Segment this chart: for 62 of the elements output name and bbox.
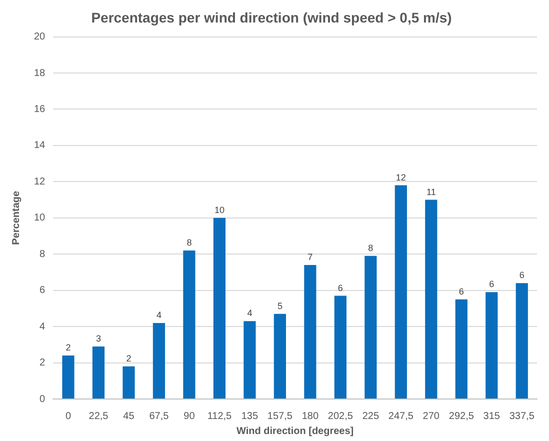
bar bbox=[213, 218, 226, 398]
x-tick-label: 270 bbox=[422, 410, 440, 422]
x-tick-label: 180 bbox=[302, 410, 319, 422]
bar bbox=[364, 256, 377, 398]
data-label: 2 bbox=[126, 353, 132, 364]
bar bbox=[62, 356, 74, 398]
chart-title: Percentages per wind direction (wind speed > 0,5 m/s) bbox=[91, 9, 452, 26]
bar bbox=[152, 322, 166, 398]
data-label: 6 bbox=[489, 279, 494, 290]
y-tick-label: 2 bbox=[40, 358, 46, 369]
bar bbox=[304, 264, 316, 398]
data-label: 2 bbox=[66, 342, 71, 353]
x-tick-label: 22,5 bbox=[88, 410, 109, 422]
bar bbox=[394, 185, 407, 398]
data-label: 4 bbox=[247, 308, 252, 318]
bar bbox=[274, 314, 286, 398]
bar bbox=[425, 200, 438, 398]
data-label: 6 bbox=[338, 282, 343, 293]
y-axis-title: Percentage bbox=[10, 190, 22, 245]
y-tick-label: 20 bbox=[34, 32, 46, 43]
x-tick-label: 337,5 bbox=[509, 410, 535, 422]
data-label: 4 bbox=[156, 310, 162, 320]
x-tick-label: 67,5 bbox=[149, 410, 170, 422]
x-tick-label: 202,5 bbox=[328, 410, 354, 422]
x-tick-label: 135 bbox=[241, 410, 258, 422]
bar bbox=[486, 292, 498, 398]
data-label: 6 bbox=[519, 270, 524, 280]
bar bbox=[92, 346, 105, 398]
y-tick-label: 16 bbox=[34, 104, 46, 115]
data-label: 11 bbox=[426, 186, 436, 197]
bar bbox=[122, 366, 135, 398]
x-tick-label: 90 bbox=[184, 410, 196, 422]
data-label: 8 bbox=[368, 242, 374, 253]
bar bbox=[334, 296, 346, 398]
y-tick-label: 14 bbox=[34, 140, 46, 152]
x-tick-label: 157,5 bbox=[267, 410, 293, 422]
y-tick-label: 6 bbox=[40, 285, 46, 296]
y-tick-label: 18 bbox=[34, 68, 46, 79]
x-tick-label: 225 bbox=[362, 410, 380, 422]
data-label: 3 bbox=[96, 333, 101, 344]
y-tick-label: 0 bbox=[40, 394, 46, 405]
bar bbox=[244, 321, 256, 398]
bar bbox=[183, 250, 196, 398]
x-tick-label: 0 bbox=[65, 410, 72, 422]
x-tick-label: 315 bbox=[483, 410, 500, 422]
x-tick-label: 112,5 bbox=[207, 410, 232, 422]
y-tick-label: 8 bbox=[40, 248, 46, 260]
bar bbox=[516, 283, 528, 398]
x-tick-label: 247,5 bbox=[388, 410, 414, 422]
x-tick-label: 45 bbox=[123, 410, 135, 422]
data-label: 10 bbox=[214, 204, 224, 215]
x-tick-label: 292,5 bbox=[448, 410, 474, 422]
data-label: 12 bbox=[396, 172, 406, 182]
data-label: 7 bbox=[308, 252, 313, 262]
data-label: 8 bbox=[186, 237, 192, 248]
y-tick-label: 12 bbox=[34, 176, 46, 188]
y-tick-label: 10 bbox=[34, 212, 46, 224]
y-tick-label: 4 bbox=[40, 321, 46, 332]
x-axis-title: Wind direction [degrees] bbox=[236, 426, 354, 437]
data-label: 5 bbox=[277, 300, 282, 311]
bar bbox=[455, 299, 468, 398]
data-label: 6 bbox=[458, 286, 464, 296]
